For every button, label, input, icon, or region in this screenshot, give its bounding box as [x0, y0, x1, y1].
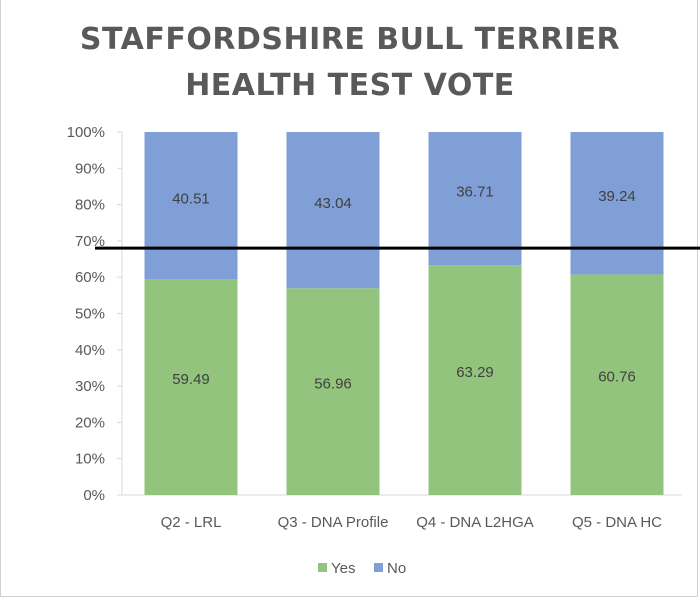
bar-no-1 — [144, 132, 238, 280]
y-tick-label: 100% — [67, 124, 105, 141]
bar-yes-2 — [286, 288, 380, 495]
chart-title-line-1: STAFFORDSHIRE BULL TERRIER — [79, 22, 621, 57]
chart-title-line-2: HEALTH TEST VOTE — [185, 68, 515, 103]
data-label-no-3: 36.71 — [456, 184, 494, 201]
y-tick-label: 40% — [75, 342, 105, 359]
y-tick-label: 80% — [75, 197, 105, 214]
data-label-no-2: 43.04 — [314, 195, 352, 212]
y-tick-label: 90% — [75, 160, 105, 177]
bar-yes-4 — [570, 274, 664, 495]
bar-no-4 — [570, 132, 664, 275]
category-label: Q5 - DNA HC — [572, 514, 662, 531]
legend-swatch-no — [374, 563, 383, 572]
bar-yes-3 — [428, 265, 522, 495]
bars — [144, 132, 664, 495]
data-label-yes-3: 63.29 — [456, 364, 494, 381]
data-label-no-1: 40.51 — [172, 191, 210, 208]
legend-swatch-yes — [318, 563, 327, 572]
category-label: Q3 - DNA Profile — [278, 514, 389, 531]
y-tick-label: 60% — [75, 269, 105, 286]
y-tick-label: 70% — [75, 233, 105, 250]
legend: Yes No — [318, 560, 406, 577]
y-tick-label: 30% — [75, 378, 105, 395]
category-label: Q4 - DNA L2HGA — [416, 514, 534, 531]
y-axis: 0% 10% 20% 30% 40% 50% 60% 70% 80% 90% 100% — [67, 124, 682, 504]
y-tick-label: 20% — [75, 414, 105, 431]
y-tick-label: 50% — [75, 306, 105, 323]
legend-label-yes: Yes — [331, 560, 355, 577]
bar-no-3 — [428, 132, 522, 266]
data-label-no-4: 39.24 — [598, 188, 636, 205]
bar-no-2 — [286, 132, 380, 289]
y-tick-label: 0% — [83, 487, 105, 504]
legend-label-no: No — [387, 560, 406, 577]
data-label-yes-1: 59.49 — [172, 371, 210, 388]
data-labels: 59.49 40.51 56.96 43.04 63.29 36.71 60.76 39.24 — [172, 184, 636, 393]
y-tick-label: 10% — [75, 451, 105, 468]
category-label: Q2 - LRL — [161, 514, 222, 531]
data-label-yes-4: 60.76 — [598, 369, 636, 386]
x-axis-labels: Q2 - LRL Q3 - DNA Profile Q4 - DNA L2HGA Q5… — [161, 514, 663, 531]
bar-yes-1 — [144, 279, 238, 495]
data-label-yes-2: 56.96 — [314, 376, 352, 393]
